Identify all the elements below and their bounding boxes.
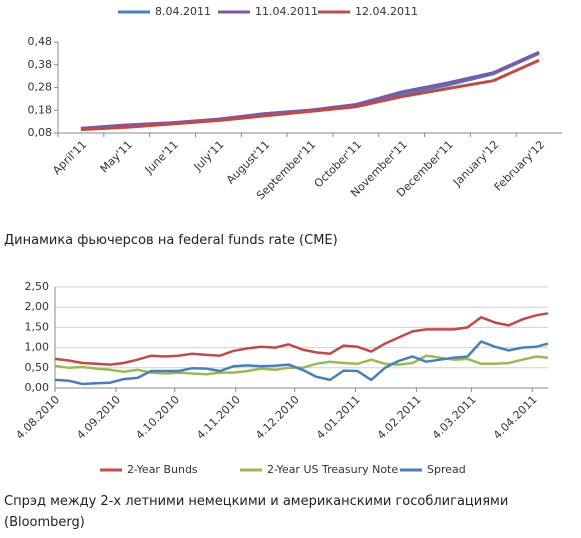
x-tick-label: 4.08.2010 <box>13 393 62 442</box>
x-tick-label: 4.12.2010 <box>253 393 302 442</box>
x-tick-label: April'11 <box>50 138 89 177</box>
line-series <box>80 50 540 130</box>
x-tick-label: 4.10.2010 <box>133 393 182 442</box>
x-tick-label: 4.11.2010 <box>194 393 243 442</box>
y-tick-label: 0,18 <box>28 103 53 116</box>
y-tick-label: 0,48 <box>28 35 53 48</box>
line-series <box>80 58 540 132</box>
x-tick-label: May'11 <box>98 138 135 175</box>
x-tick-label: 4.01.2011 <box>314 393 363 442</box>
x-tick-label: 4.03.2011 <box>430 393 479 442</box>
legend-label: 12.04.2011 <box>355 5 418 18</box>
line-series <box>54 354 549 376</box>
y-tick-label: 1,50 <box>25 320 50 333</box>
y-tick-label: 0,28 <box>28 81 53 94</box>
legend-label: 2-Year Bunds <box>127 463 198 476</box>
x-tick-label: 4.04.2011 <box>491 393 540 442</box>
caption: Спрэд между 2-х летними немецкими и амер… <box>4 494 509 530</box>
line-series <box>80 52 540 130</box>
line-series <box>54 312 549 366</box>
y-tick-label: 1,00 <box>25 341 50 354</box>
x-tick-label: June'11 <box>142 138 181 177</box>
y-tick-label: 2,00 <box>25 300 50 313</box>
y-tick-label: 2,50 <box>25 280 50 293</box>
legend-label: 11.04.2011 <box>255 5 318 18</box>
x-tick-label: 4.02.2011 <box>375 393 424 442</box>
y-tick-label: 0,50 <box>25 361 50 374</box>
legend-label: 2-Year US Treasury Note <box>267 463 398 476</box>
legend-label: 8.04.2011 <box>155 5 211 18</box>
caption: Динамика фьючерсов на federal funds rate… <box>4 233 338 248</box>
x-tick-label: August'11 <box>224 138 272 186</box>
x-tick-label: 4.09.2010 <box>74 393 123 442</box>
legend-label: Spread <box>427 463 466 476</box>
y-tick-label: 0,38 <box>28 58 53 71</box>
y-tick-label: 0,00 <box>25 381 50 394</box>
x-tick-label: July'11 <box>191 138 227 174</box>
y-tick-label: 0,08 <box>28 126 53 139</box>
line-series <box>54 340 549 386</box>
